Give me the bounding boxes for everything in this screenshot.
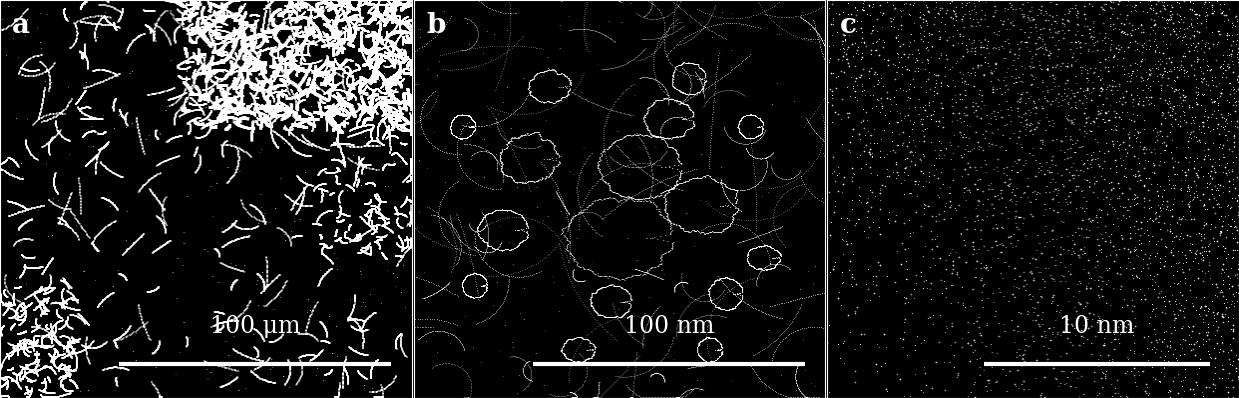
Text: 100 nm: 100 nm bbox=[623, 315, 714, 338]
Text: 10 nm: 10 nm bbox=[1059, 315, 1135, 338]
Text: b: b bbox=[426, 12, 445, 39]
Text: 100 μm: 100 μm bbox=[211, 315, 301, 338]
Text: c: c bbox=[840, 12, 856, 39]
Text: a: a bbox=[12, 12, 31, 39]
